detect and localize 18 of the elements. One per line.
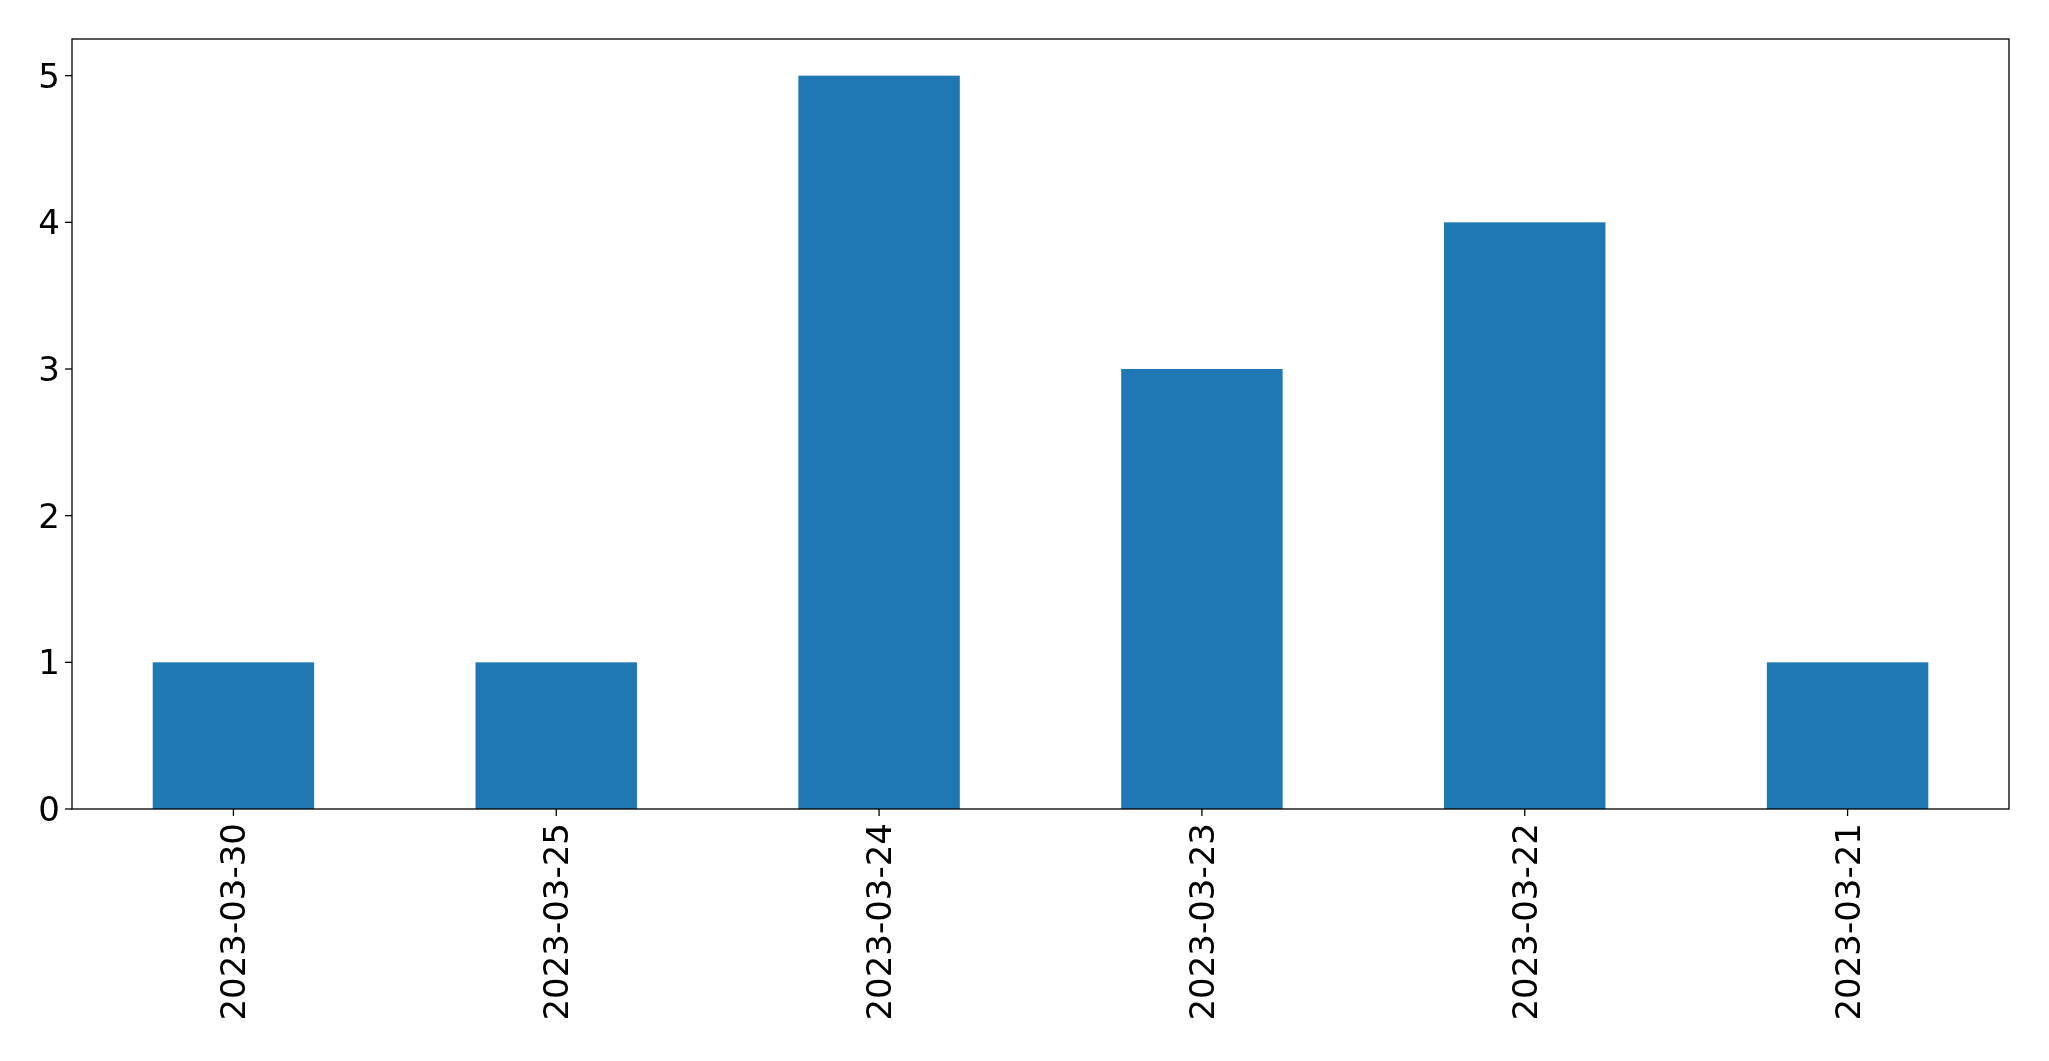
bar: [798, 75, 960, 809]
bar: [1766, 662, 1929, 809]
y-tick-label: 1: [38, 642, 60, 683]
x-tick-label: 2023-03-21: [1827, 823, 1868, 1021]
bar: [475, 662, 637, 809]
y-tick-label: 4: [38, 202, 60, 243]
x-tick-label: 2023-03-30: [213, 823, 254, 1021]
y-tick-label: 3: [38, 349, 60, 389]
y-tick-label: 5: [38, 55, 60, 96]
bar: [1121, 369, 1283, 809]
y-tick-label: 0: [38, 789, 60, 829]
bar: [152, 662, 315, 809]
x-tick-label: 2023-03-24: [859, 823, 900, 1021]
x-tick-label: 2023-03-22: [1504, 823, 1545, 1021]
y-tick-label: 2: [38, 495, 60, 536]
x-tick-label: 2023-03-25: [536, 823, 577, 1021]
x-tick-label: 2023-03-23: [1181, 823, 1222, 1021]
bar: [1444, 222, 1606, 809]
